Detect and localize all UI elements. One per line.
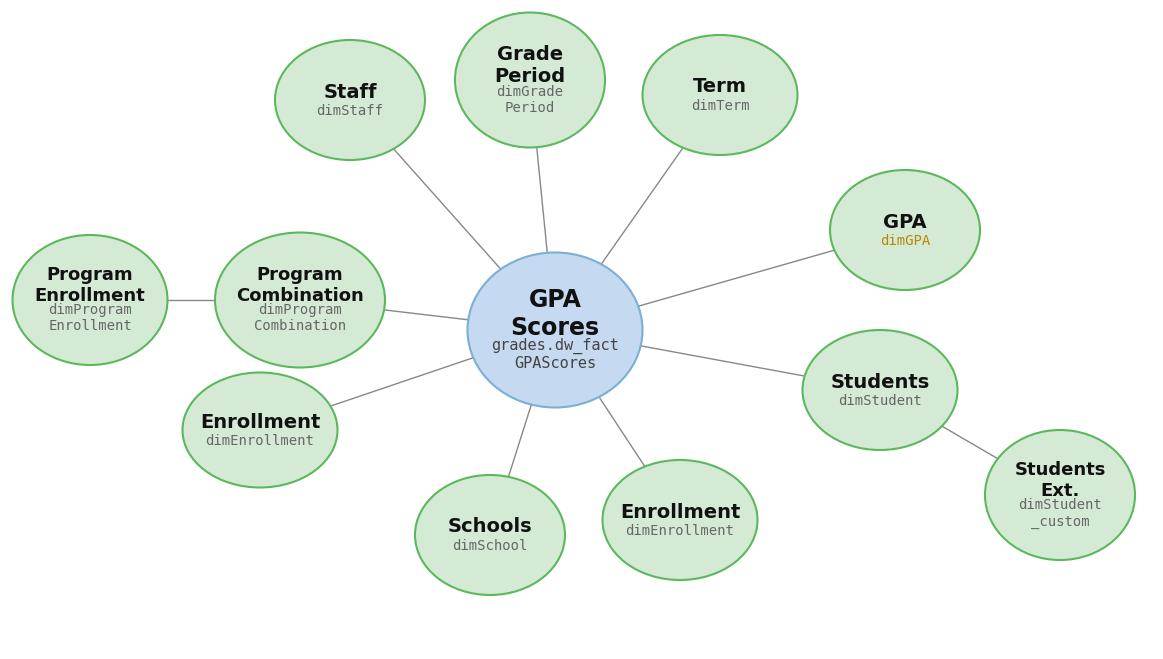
Ellipse shape xyxy=(985,430,1135,560)
Ellipse shape xyxy=(642,35,798,155)
Text: Program
Combination: Program Combination xyxy=(236,266,364,305)
Ellipse shape xyxy=(602,460,757,580)
Text: dimStudent
_custom: dimStudent _custom xyxy=(1018,498,1101,529)
Ellipse shape xyxy=(830,170,980,290)
Text: dimGrade
Period: dimGrade Period xyxy=(497,84,564,115)
Text: Staff: Staff xyxy=(323,82,377,101)
Text: Term: Term xyxy=(693,78,747,96)
Ellipse shape xyxy=(13,235,167,365)
Text: Grade
Period: Grade Period xyxy=(494,45,565,86)
Text: GPA: GPA xyxy=(883,212,927,231)
Text: dimStudent: dimStudent xyxy=(839,393,922,408)
Text: dimProgram
Enrollment: dimProgram Enrollment xyxy=(48,303,131,333)
Text: dimProgram
Combination: dimProgram Combination xyxy=(254,303,347,333)
Text: Schools: Schools xyxy=(448,517,533,536)
Ellipse shape xyxy=(215,233,385,368)
Text: dimTerm: dimTerm xyxy=(691,99,749,113)
Text: dimEnrollment: dimEnrollment xyxy=(626,524,735,538)
Text: Enrollment: Enrollment xyxy=(620,503,740,521)
Ellipse shape xyxy=(415,475,565,595)
Ellipse shape xyxy=(274,40,424,160)
Text: dimGPA: dimGPA xyxy=(880,233,930,248)
Text: dimEnrollment: dimEnrollment xyxy=(206,434,314,447)
Text: Program
Enrollment: Program Enrollment xyxy=(35,266,145,305)
Ellipse shape xyxy=(455,13,605,148)
Text: dimStaff: dimStaff xyxy=(316,103,384,117)
Text: Students: Students xyxy=(830,372,929,391)
Ellipse shape xyxy=(468,252,642,407)
Ellipse shape xyxy=(183,372,337,488)
Text: GPA
Scores: GPA Scores xyxy=(511,288,600,339)
Text: grades.dw_fact
GPAScores: grades.dw_fact GPAScores xyxy=(491,337,619,371)
Text: Students
Ext.: Students Ext. xyxy=(1014,461,1106,500)
Text: Enrollment: Enrollment xyxy=(200,413,320,432)
Ellipse shape xyxy=(802,330,957,450)
Text: dimSchool: dimSchool xyxy=(452,538,528,553)
